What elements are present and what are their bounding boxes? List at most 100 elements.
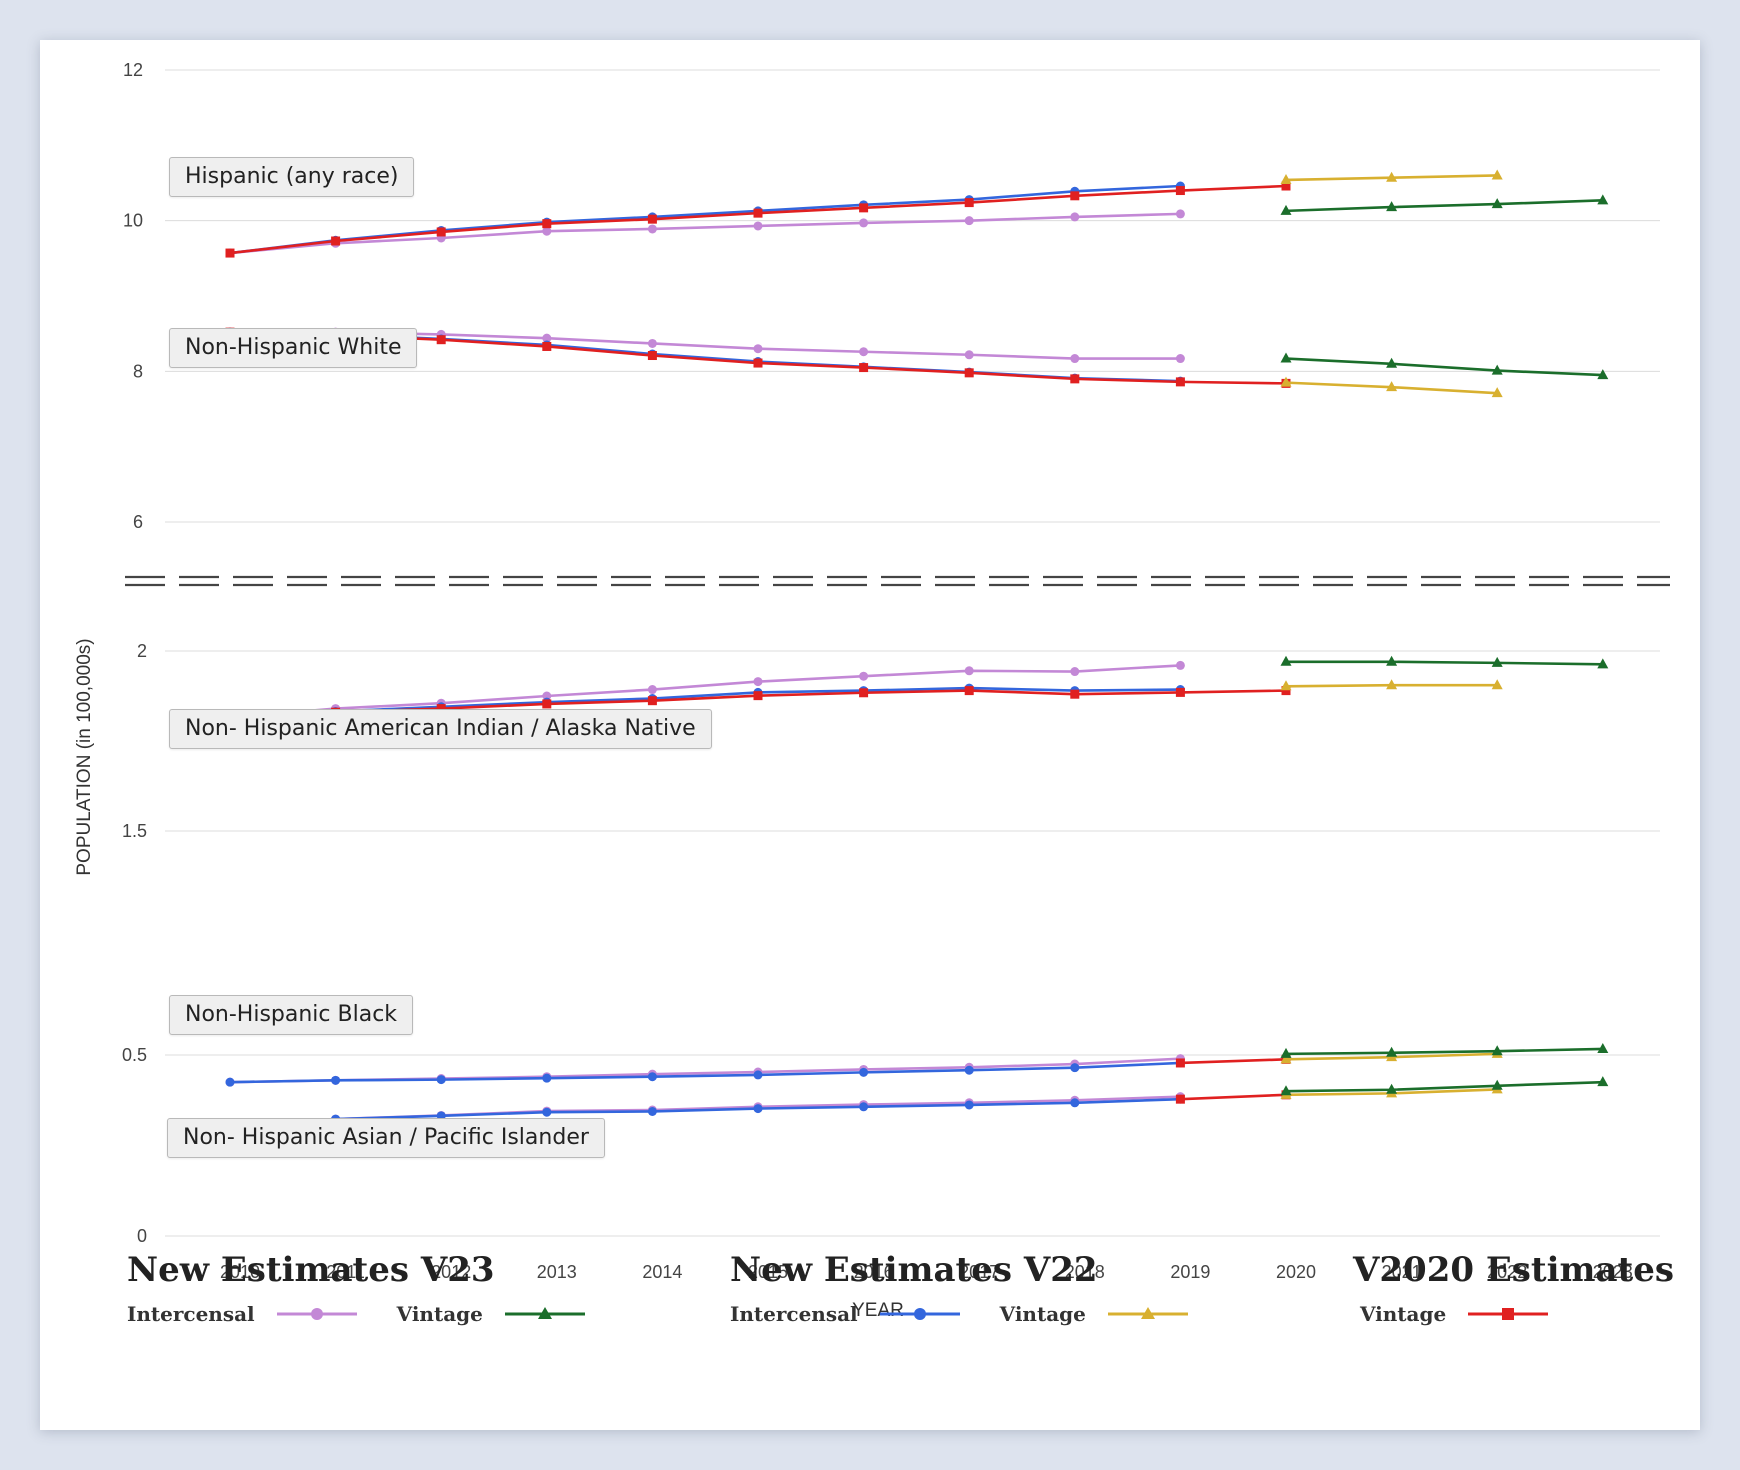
legend-v23: New Estimates V23 Intercensal Vintage <box>127 1250 625 1326</box>
data-point <box>1597 369 1609 380</box>
x-tick-label: 2016 <box>854 1262 894 1282</box>
x-tick-label: 2015 <box>748 1262 788 1282</box>
data-point <box>1491 198 1503 209</box>
data-point <box>1070 689 1080 699</box>
data-point <box>1386 655 1398 666</box>
x-tick-label: 2018 <box>1065 1262 1105 1282</box>
data-point <box>964 686 974 696</box>
data-point <box>859 688 869 698</box>
data-point <box>1491 656 1503 667</box>
data-point <box>1175 687 1185 697</box>
legend-item-label: Vintage <box>999 1302 1086 1326</box>
data-point <box>1281 181 1291 191</box>
data-point <box>1175 377 1185 387</box>
data-point <box>1280 1053 1292 1064</box>
group-label-black: Non-Hispanic Black <box>169 995 414 1035</box>
data-point <box>1070 212 1080 222</box>
data-point <box>436 335 446 345</box>
series-line <box>229 664 1181 719</box>
data-point <box>1280 1047 1292 1058</box>
data-point <box>1491 364 1503 375</box>
data-point <box>1280 376 1292 387</box>
legend-title: V2020 Estimates <box>1353 1250 1675 1290</box>
data-point <box>964 666 974 676</box>
data-point <box>647 224 657 234</box>
chart-card: 12 10 8 6 2 1.5 0.5 0 2010 2011 2012 2013 2014 2015 20… <box>40 40 1700 1430</box>
data-point <box>1070 191 1080 201</box>
x-axis-title: YEAR <box>852 1300 904 1321</box>
data-point <box>1175 1094 1185 1104</box>
x-tick-label: 2011 <box>326 1262 365 1282</box>
data-point <box>436 1075 446 1085</box>
series-line <box>229 1057 1181 1084</box>
data-point <box>1491 1079 1503 1090</box>
series-line <box>1180 1093 1287 1101</box>
data-point <box>1386 1083 1398 1094</box>
data-point <box>1281 686 1291 696</box>
series-line <box>229 1061 1181 1084</box>
data-point <box>964 350 974 360</box>
group-label-white: Non-Hispanic White <box>169 328 418 368</box>
data-point <box>1175 209 1185 219</box>
data-point <box>964 198 974 208</box>
data-point <box>753 208 763 218</box>
series-line <box>1286 660 1603 666</box>
data-point <box>753 691 763 701</box>
data-point <box>647 214 657 224</box>
y-tick-label: 12 <box>123 60 143 80</box>
data-point <box>1491 387 1503 398</box>
data-point <box>647 1106 657 1116</box>
data-point <box>1386 201 1398 212</box>
y-axis-title: POPULATION (in 100,000s) <box>74 638 95 875</box>
legend-v22: New Estimates V22 Intercensal Vintage <box>730 1250 1228 1326</box>
series-line <box>1285 199 1603 213</box>
data-point <box>859 363 869 373</box>
legend-row: Vintage <box>1353 1302 1674 1326</box>
y-tick-label: 0.5 <box>122 1045 147 1065</box>
legend-swatch-v23-vintage <box>504 1307 585 1319</box>
x-tick-label: 2020 <box>1276 1262 1316 1282</box>
data-point <box>1597 194 1609 205</box>
series-line <box>1285 1047 1603 1056</box>
data-point <box>859 203 869 213</box>
series-line <box>229 1097 1181 1127</box>
data-point <box>331 236 341 246</box>
legend-item-label: Vintage <box>396 1302 483 1326</box>
data-point <box>1175 1058 1185 1068</box>
legend-swatch-v22-intercensal <box>879 1308 960 1320</box>
data-point <box>753 344 763 354</box>
x-tick-label: 2017 <box>959 1262 999 1282</box>
x-tick-label: 2010 <box>220 1262 260 1282</box>
x-tick-label: 2023 <box>1593 1262 1633 1282</box>
y-tick-label: 10 <box>123 211 143 231</box>
data-point <box>542 333 552 343</box>
data-point <box>1280 173 1292 184</box>
data-point <box>1597 1042 1609 1053</box>
data-point <box>753 677 763 687</box>
data-point <box>753 1104 763 1114</box>
line-chart: 12 10 8 6 2 1.5 0.5 0 2010 2011 2012 2013 2014 2015 20… <box>74 60 1670 1321</box>
legend-title: New Estimates V22 <box>730 1250 1098 1290</box>
data-point <box>647 685 657 695</box>
data-point <box>1386 679 1398 690</box>
data-point <box>1070 1063 1080 1073</box>
data-point <box>964 216 974 226</box>
data-point <box>964 1065 974 1075</box>
data-point <box>1597 1076 1609 1087</box>
data-point <box>859 1102 869 1112</box>
y-tick-label: 1.5 <box>122 821 147 841</box>
data-point <box>753 221 763 231</box>
x-tick-label: 2022 <box>1487 1262 1527 1282</box>
data-point <box>1280 352 1292 363</box>
data-point <box>647 696 657 706</box>
y-tick-label: 6 <box>133 512 143 532</box>
data-point <box>964 368 974 378</box>
series-line <box>1285 1080 1603 1093</box>
legend-item-label: Vintage <box>1360 1302 1447 1326</box>
data-point <box>542 219 552 229</box>
data-point <box>859 671 869 681</box>
data-point <box>1280 204 1292 215</box>
data-point <box>1280 680 1292 691</box>
data-point <box>753 358 763 368</box>
series-line <box>1180 1058 1287 1065</box>
